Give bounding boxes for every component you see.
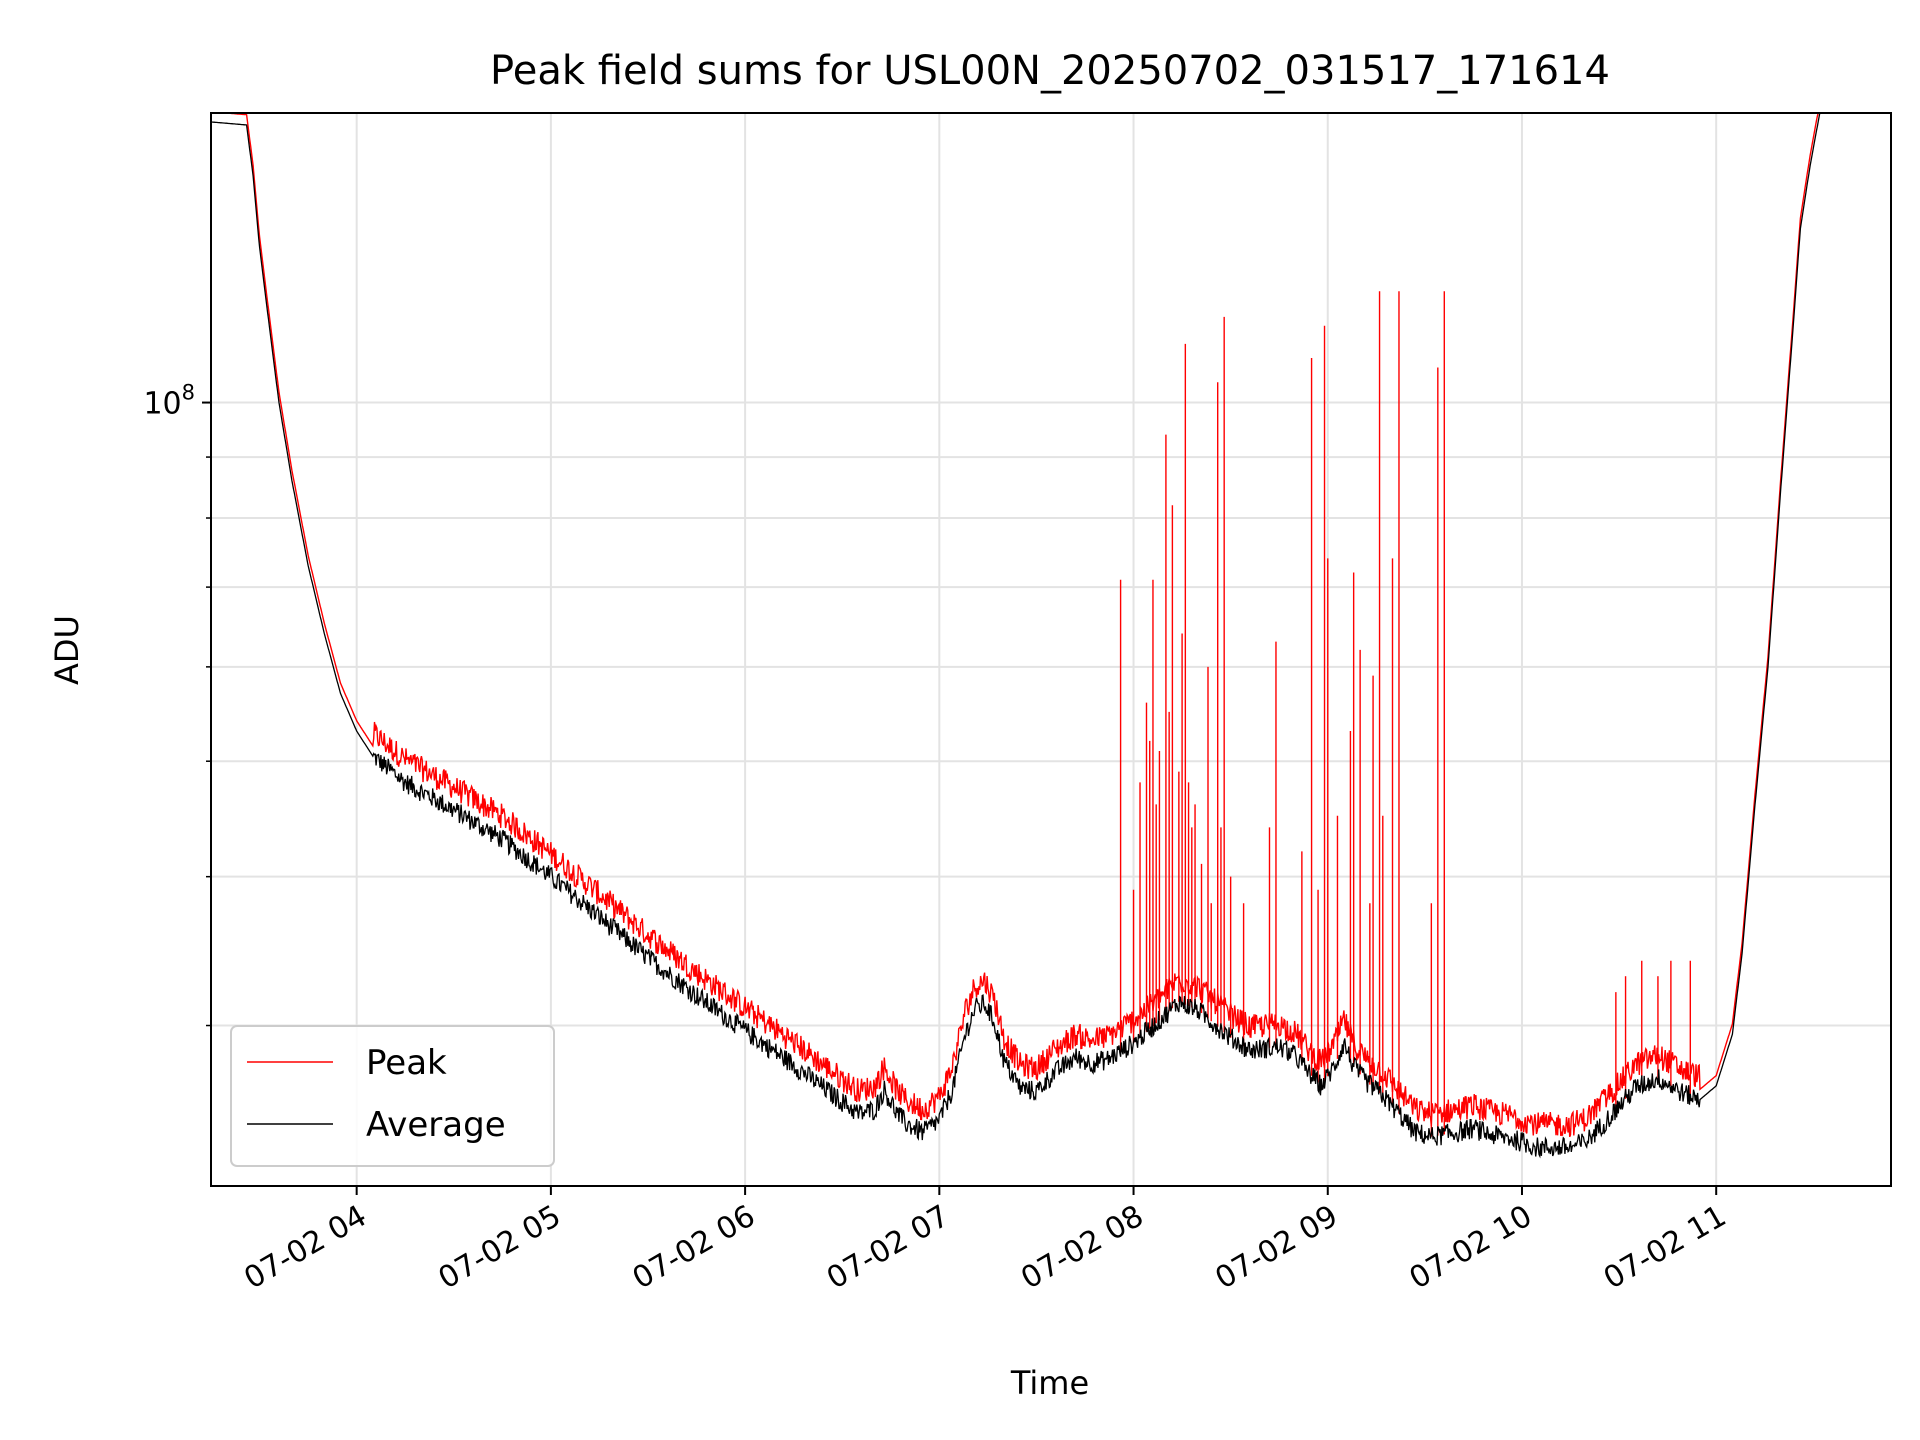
y-axis-label: ADU (48, 615, 86, 685)
legend: Peak Average (230, 1025, 555, 1167)
legend-label-peak: Peak (366, 1043, 447, 1083)
legend-box (230, 1025, 555, 1167)
x-axis-label: Time (1010, 1364, 1089, 1402)
plot-area-frame (210, 112, 1892, 1187)
series-layer (210, 112, 1821, 1159)
series-average-line (210, 112, 1821, 1159)
y-tick-label: 108 (143, 381, 195, 422)
chart-title: Peak field sums for USL00N_20250702_0315… (490, 48, 1610, 94)
y-axis: 108 (143, 381, 211, 1027)
series-peak-line (211, 112, 1820, 1138)
legend-label-average: Average (366, 1105, 506, 1145)
